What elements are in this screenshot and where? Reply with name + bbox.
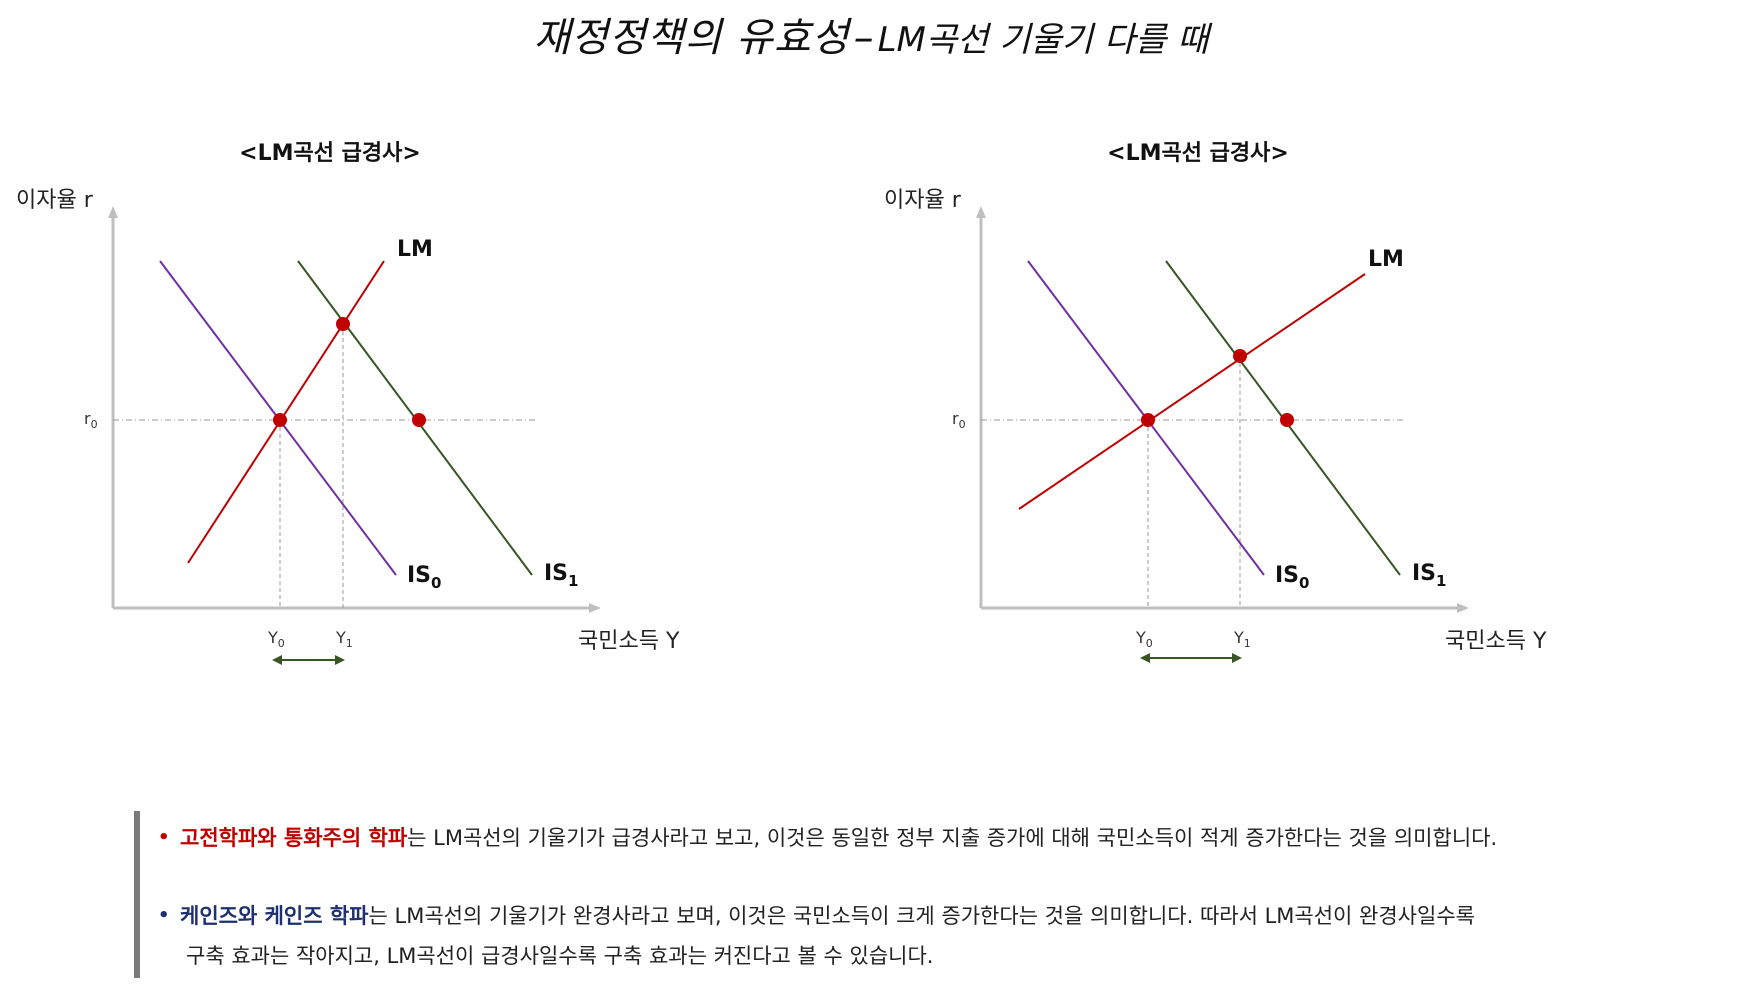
is0-label-sub: 0 bbox=[431, 574, 441, 592]
y-axis-label: 이자율 r bbox=[884, 188, 962, 213]
y0-label-sub: 0 bbox=[278, 637, 285, 650]
r0-label-sub: 0 bbox=[959, 418, 966, 431]
r0-label: r0 bbox=[952, 409, 966, 431]
is1-label-text: IS bbox=[1412, 561, 1436, 586]
equilibrium-point-initial bbox=[273, 413, 287, 427]
y0-label-text: Y bbox=[1135, 628, 1146, 647]
x-axis-label: 국민소득 Y bbox=[578, 629, 680, 654]
chart-steep-lm: <LM곡선 급경사> 이자율 r 국민소득 Y LM IS0 IS1 r0 Y0… bbox=[16, 141, 680, 665]
lm-label: LM bbox=[397, 237, 433, 262]
chart-heading: <LM곡선 급경사> bbox=[1107, 141, 1289, 166]
keynesian-school-text: 는 LM곡선의 기울기가 완경사라고 보며, 이것은 국민소득이 크게 증가한다… bbox=[368, 904, 1475, 928]
y0-label-text: Y bbox=[267, 628, 278, 647]
no-crowding-point bbox=[1280, 413, 1294, 427]
equilibrium-point-initial bbox=[1141, 413, 1155, 427]
chart-flat-lm: <LM곡선 급경사> 이자율 r 국민소득 Y LM IS0 IS1 r0 Y0… bbox=[884, 141, 1547, 663]
quote-bar bbox=[134, 811, 140, 978]
r0-label-text: r bbox=[952, 409, 959, 428]
y1-label-sub: 1 bbox=[1244, 637, 1251, 650]
is1-label: IS1 bbox=[544, 561, 578, 590]
r0-label-text: r bbox=[84, 409, 91, 428]
classical-school-label: 고전학파와 통화주의 학파 bbox=[180, 826, 408, 850]
lm-curve bbox=[187, 260, 385, 564]
y1-label: Y1 bbox=[335, 628, 353, 650]
bullet-keynesian: • 케인즈와 케인즈 학파는 LM곡선의 기울기가 완경사라고 보며, 이것은 국… bbox=[158, 895, 1475, 937]
lm-label: LM bbox=[1368, 247, 1404, 272]
equilibrium-point-new bbox=[1233, 349, 1247, 363]
y1-label: Y1 bbox=[1233, 628, 1251, 650]
y1-label-sub: 1 bbox=[346, 637, 353, 650]
is0-label-text: IS bbox=[407, 563, 431, 588]
no-crowding-point bbox=[412, 413, 426, 427]
r0-label: r0 bbox=[84, 409, 98, 431]
is1-label-sub: 1 bbox=[1436, 572, 1446, 590]
equilibrium-point-new bbox=[336, 317, 350, 331]
y0-label: Y0 bbox=[267, 628, 285, 650]
classical-school-text: 는 LM곡선의 기울기가 급경사라고 보고, 이것은 동일한 정부 지출 증가에… bbox=[407, 826, 1498, 850]
y1-label-text: Y bbox=[1233, 628, 1244, 647]
diagram-area: <LM곡선 급경사> 이자율 r 국민소득 Y LM IS0 IS1 r0 Y0… bbox=[0, 120, 1742, 780]
keynesian-school-label: 케인즈와 케인즈 학파 bbox=[180, 904, 369, 928]
bullet-dot: • bbox=[158, 827, 170, 848]
is0-label-sub: 0 bbox=[1299, 574, 1309, 592]
chart-heading: <LM곡선 급경사> bbox=[239, 141, 421, 166]
r0-label-sub: 0 bbox=[91, 418, 98, 431]
bullet-classical: • 고전학파와 통화주의 학파는 LM곡선의 기울기가 급경사라고 보고, 이것은… bbox=[158, 817, 1497, 859]
y1-label-text: Y bbox=[335, 628, 346, 647]
is1-label-sub: 1 bbox=[568, 572, 578, 590]
x-axis-label: 국민소득 Y bbox=[1445, 629, 1547, 654]
keynesian-school-text-cont: 구축 효과는 작아지고, LM곡선이 급경사일수록 구축 효과는 커진다고 볼 … bbox=[186, 944, 934, 968]
is1-label-text: IS bbox=[544, 561, 568, 586]
is0-label: IS0 bbox=[407, 563, 441, 592]
y0-label: Y0 bbox=[1135, 628, 1153, 650]
is1-label: IS1 bbox=[1412, 561, 1446, 590]
title-dash: – bbox=[853, 15, 874, 61]
is0-label: IS0 bbox=[1275, 563, 1309, 592]
explanation-notes: • 고전학파와 통화주의 학파는 LM곡선의 기울기가 급경사라고 보고, 이것은… bbox=[134, 805, 1694, 980]
title-main: 재정정책의 유효성 bbox=[533, 15, 850, 61]
title-sub: LM곡선 기울기 다를 때 bbox=[877, 20, 1209, 60]
y-axis-label: 이자율 r bbox=[16, 188, 94, 213]
is0-label-text: IS bbox=[1275, 563, 1299, 588]
lm-curve bbox=[1018, 273, 1366, 510]
y0-label-sub: 0 bbox=[1146, 637, 1153, 650]
page-title: 재정정책의 유효성 – LM곡선 기울기 다를 때 bbox=[0, 8, 1742, 70]
bullet-dot: • bbox=[158, 905, 170, 926]
